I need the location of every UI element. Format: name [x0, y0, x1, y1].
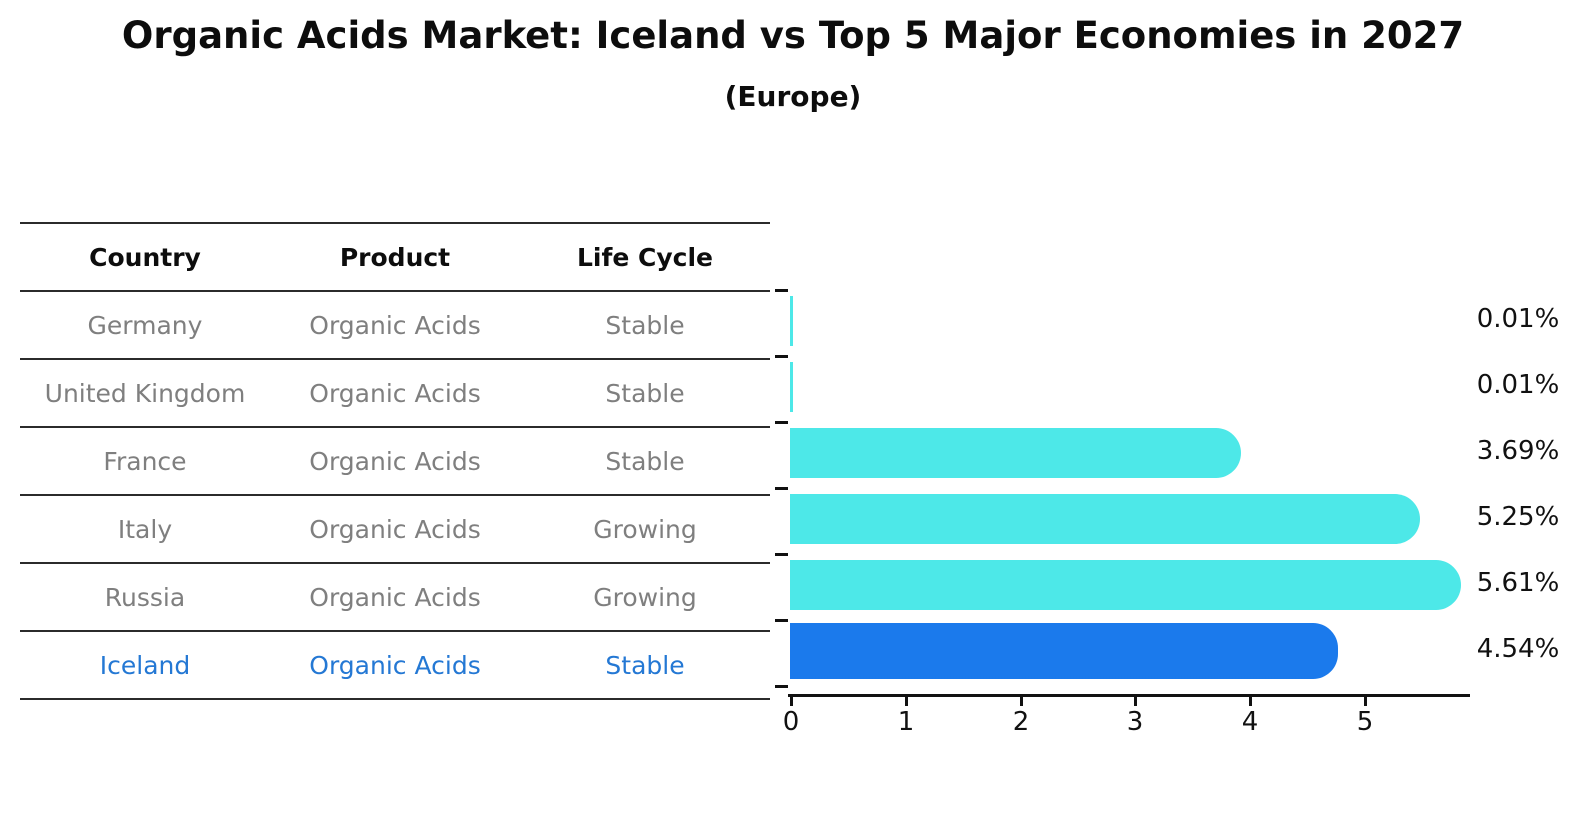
x-axis-tick-label-1: 1 [897, 707, 915, 737]
bar-russia [790, 560, 1461, 610]
product-cell: Organic Acids [309, 378, 481, 408]
product-cell: Organic Acids [309, 650, 481, 680]
x-axis-tick-label-0: 0 [782, 707, 800, 737]
x-axis-tick-0 [790, 697, 793, 706]
x-axis-tick-3 [1134, 697, 1137, 706]
country-table: Country Product Life Cycle Germany Organic A… [20, 222, 770, 700]
bar-value-label-france: 3.69% [1476, 436, 1560, 466]
chart-title: Organic Acids Market: Iceland vs Top 5 M… [121, 14, 1465, 57]
column-header-life-cycle: Life Cycle [576, 242, 714, 272]
y-axis-tick-0 [775, 289, 788, 292]
bar-italy [790, 494, 1420, 544]
bar-germany [790, 296, 793, 346]
x-axis-tick-label-3: 3 [1126, 707, 1144, 737]
bar-value-label-russia: 5.61% [1476, 568, 1560, 598]
life-cycle-cell: Growing [593, 514, 697, 544]
y-axis-tick-5 [775, 619, 788, 622]
y-axis-tick-2 [775, 421, 788, 424]
life-cycle-cell: Stable [605, 310, 685, 340]
bar-united-kingdom [790, 362, 793, 412]
x-axis-tick-2 [1020, 697, 1023, 706]
table-row-russia: Russia Organic Acids Growing [20, 564, 770, 632]
x-axis-tick-4 [1249, 697, 1252, 706]
country-cell: United Kingdom [44, 378, 246, 408]
y-axis-tick-4 [775, 553, 788, 556]
product-cell: Organic Acids [309, 514, 481, 544]
life-cycle-cell: Stable [605, 650, 685, 680]
x-axis-tick-1 [905, 697, 908, 706]
x-axis-tick-label-4: 4 [1241, 707, 1259, 737]
x-axis-tick-5 [1364, 697, 1367, 706]
y-axis-tick-6 [775, 685, 788, 688]
bar-value-label-united-kingdom: 0.01% [1476, 370, 1560, 400]
life-cycle-cell: Growing [593, 582, 697, 612]
country-cell: Germany [87, 310, 203, 340]
chart-subtitle: (Europe) [724, 80, 862, 113]
bar-value-label-germany: 0.01% [1476, 304, 1560, 334]
country-cell: Italy [117, 514, 173, 544]
x-axis-tick-label-5: 5 [1356, 707, 1374, 737]
table-row-france: France Organic Acids Stable [20, 428, 770, 496]
product-cell: Organic Acids [309, 446, 481, 476]
column-header-country: Country [89, 242, 201, 272]
bar-france [790, 428, 1241, 478]
table-row-iceland: Iceland Organic Acids Stable [20, 632, 770, 700]
table-header-row: Country Product Life Cycle [20, 224, 770, 292]
bar-value-label-iceland: 4.54% [1476, 634, 1560, 664]
product-cell: Organic Acids [309, 310, 481, 340]
x-axis-line [788, 694, 1470, 697]
table-row-italy: Italy Organic Acids Growing [20, 496, 770, 564]
y-axis-tick-3 [775, 487, 788, 490]
x-axis-tick-label-2: 2 [1012, 707, 1030, 737]
column-header-product: Product [339, 242, 451, 272]
country-cell: Russia [104, 582, 186, 612]
table-row-germany: Germany Organic Acids Stable [20, 292, 770, 360]
bar-value-label-italy: 5.25% [1476, 502, 1560, 532]
bar-iceland [790, 623, 1338, 679]
life-cycle-cell: Stable [605, 446, 685, 476]
product-cell: Organic Acids [309, 582, 481, 612]
country-cell: Iceland [99, 650, 191, 680]
life-cycle-cell: Stable [605, 378, 685, 408]
table-row-united-kingdom: United Kingdom Organic Acids Stable [20, 360, 770, 428]
country-cell: France [103, 446, 187, 476]
y-axis-tick-1 [775, 355, 788, 358]
